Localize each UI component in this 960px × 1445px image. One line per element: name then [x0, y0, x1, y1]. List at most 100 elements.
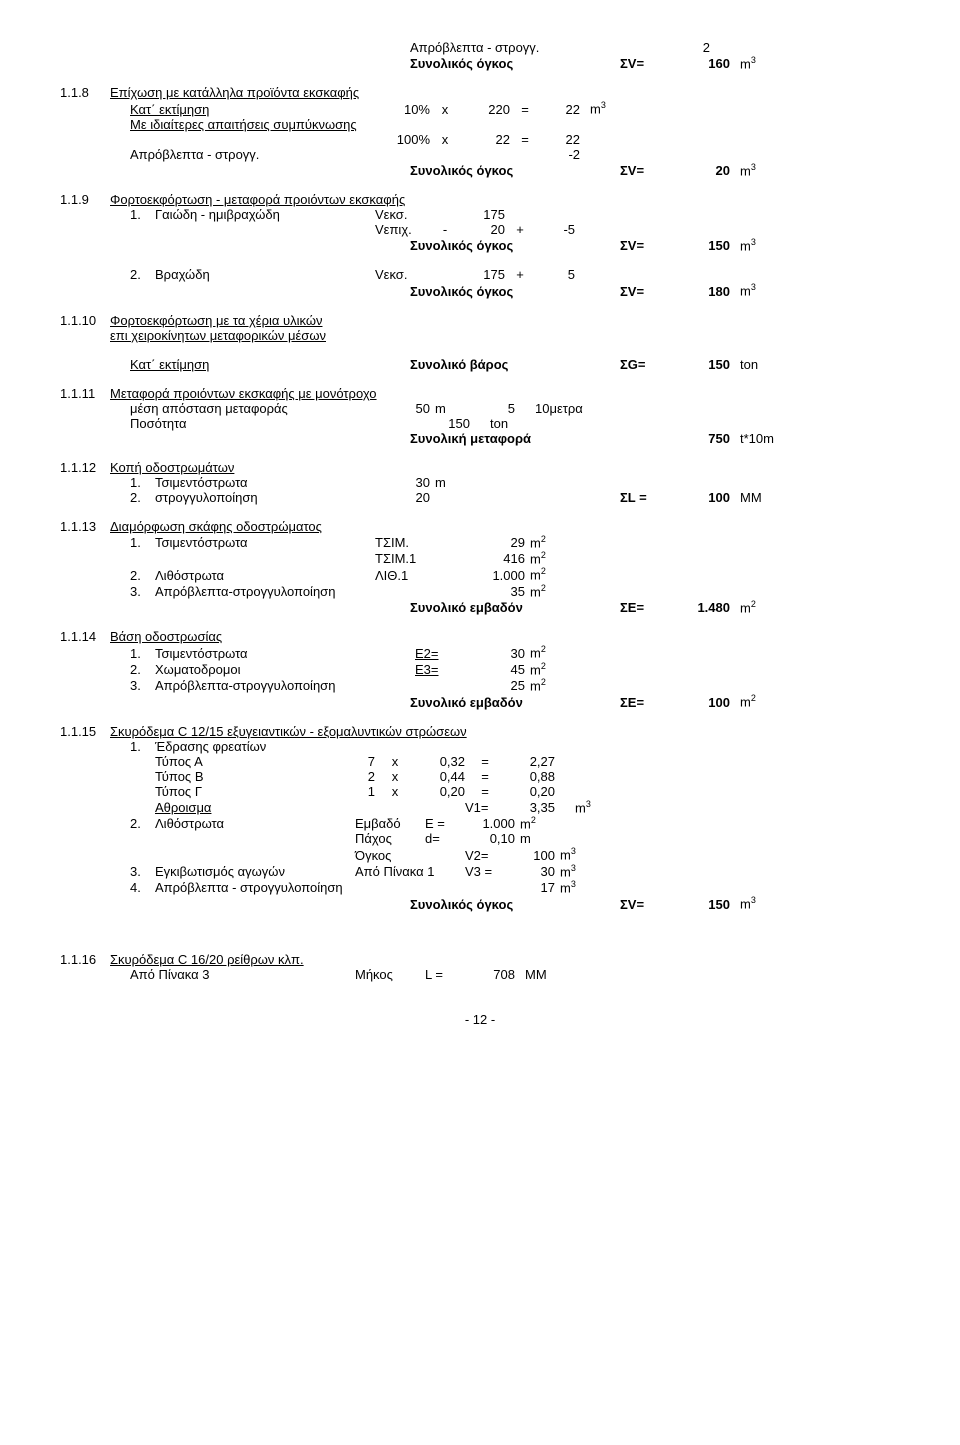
- n: 3.: [130, 864, 155, 879]
- unit: m2: [530, 677, 546, 693]
- val: 150: [670, 357, 730, 372]
- sec-title: Κοπή οδοστρωμάτων: [110, 460, 234, 475]
- v: 30: [390, 475, 430, 490]
- v: ΤΣΙΜ.1: [375, 551, 475, 566]
- sec-num: 1.1.13: [60, 519, 110, 534]
- v: =: [510, 102, 540, 117]
- n: 1.: [130, 475, 155, 490]
- v: 29: [475, 535, 525, 550]
- v: =: [510, 132, 540, 147]
- val: 100: [670, 695, 730, 710]
- sv: ΣV=: [620, 238, 670, 253]
- v: 220: [460, 102, 510, 117]
- unit: m3: [560, 863, 576, 879]
- v: 0,20: [415, 784, 465, 799]
- txt: Κατ΄ εκτίμηση: [130, 102, 380, 117]
- v: m: [430, 475, 465, 490]
- v: V3 =: [465, 864, 505, 879]
- n: 2.: [130, 662, 155, 677]
- v: 45: [475, 662, 525, 677]
- txt: Λιθόστρωτα: [155, 568, 375, 583]
- v: 35: [475, 584, 525, 599]
- val: 160: [670, 56, 730, 71]
- v: Ε =: [425, 816, 465, 831]
- txt: Χωματοδρομοι: [155, 662, 415, 677]
- txt: Συνολική μεταφορά: [410, 431, 670, 446]
- n: 1.: [130, 739, 155, 754]
- n: 2.: [130, 816, 155, 831]
- v: 17: [505, 880, 555, 895]
- v: L =: [425, 967, 465, 982]
- v: d=: [425, 831, 465, 846]
- val: 2: [670, 40, 710, 55]
- v: 22: [540, 102, 580, 117]
- unit: m3: [740, 895, 756, 911]
- v: 175: [455, 267, 505, 282]
- txt: Αθροισμα: [155, 800, 465, 815]
- n: 2.: [130, 267, 155, 282]
- txt: Τσιμεντόστρωτα: [155, 535, 375, 550]
- unit: MM: [740, 490, 762, 505]
- v: 30: [505, 864, 555, 879]
- unit: m2: [530, 583, 546, 599]
- v: 5: [535, 267, 575, 282]
- txt: Τύπος Β: [155, 769, 335, 784]
- sv: ΣV=: [620, 163, 670, 178]
- v: =: [465, 769, 505, 784]
- txt: Συνολικός όγκος: [410, 56, 620, 71]
- unit: m3: [575, 799, 591, 815]
- txt: Από Πίνακα 3: [130, 967, 355, 982]
- v: x: [430, 102, 460, 117]
- txt: Συνολικό εμβαδόν: [410, 695, 620, 710]
- txt: Τύπος Α: [155, 754, 335, 769]
- sg: ΣG=: [620, 357, 670, 372]
- v: 175: [455, 207, 505, 222]
- se: ΣΕ=: [620, 600, 670, 615]
- v: 708: [465, 967, 515, 982]
- txt: Ποσότητα: [130, 416, 420, 431]
- val: 180: [670, 284, 730, 299]
- txt: Γαιώδη - ημιβραχώδη: [155, 207, 375, 222]
- txt: Συνολικός όγκος: [410, 897, 620, 912]
- v: 100: [505, 848, 555, 863]
- txt: Λιθόστρωτα: [155, 816, 355, 831]
- txt: μέση απόσταση μεταφοράς: [130, 401, 390, 416]
- v: 22: [460, 132, 510, 147]
- v: Πάχος: [355, 831, 425, 846]
- v: ton: [490, 416, 508, 431]
- v: 1: [335, 784, 375, 799]
- unit: m3: [560, 879, 576, 895]
- v: 0,10: [465, 831, 515, 846]
- unit: m2: [520, 815, 536, 831]
- v: 2: [335, 769, 375, 784]
- txt: Απρόβλεπτα - στρογγ.: [410, 40, 670, 55]
- txt: Απρόβλεπτα - στρογγ.: [130, 147, 540, 162]
- v: Ε3=: [415, 662, 475, 677]
- v: 0,20: [505, 784, 555, 799]
- v: V1=: [465, 800, 505, 815]
- val: 100: [670, 490, 730, 505]
- unit: m2: [740, 599, 756, 615]
- v: 5: [465, 401, 515, 416]
- unit: m3: [740, 162, 756, 178]
- v: m: [430, 401, 465, 416]
- sec-title: επι χειροκίνητων μεταφορικών μέσων: [110, 328, 326, 343]
- v: x: [375, 754, 415, 769]
- n: 1.: [130, 646, 155, 661]
- sec-num: 1.1.11: [60, 386, 110, 401]
- v: +: [505, 267, 535, 282]
- sec-num: 1.1.9: [60, 192, 110, 207]
- n: 2.: [130, 568, 155, 583]
- v: -2: [540, 147, 580, 162]
- v: x: [375, 769, 415, 784]
- unit: m3: [560, 846, 576, 862]
- sec-num: 1.1.8: [60, 85, 110, 100]
- n: 2.: [130, 490, 155, 505]
- v: -5: [535, 222, 575, 237]
- v: 150: [420, 416, 470, 431]
- v: Μήκος: [355, 967, 425, 982]
- v: MM: [525, 967, 547, 982]
- unit: m2: [530, 661, 546, 677]
- txt: Απρόβλεπτα - στρογγυλοποίηση: [155, 880, 505, 895]
- sec-num: 1.1.14: [60, 629, 110, 644]
